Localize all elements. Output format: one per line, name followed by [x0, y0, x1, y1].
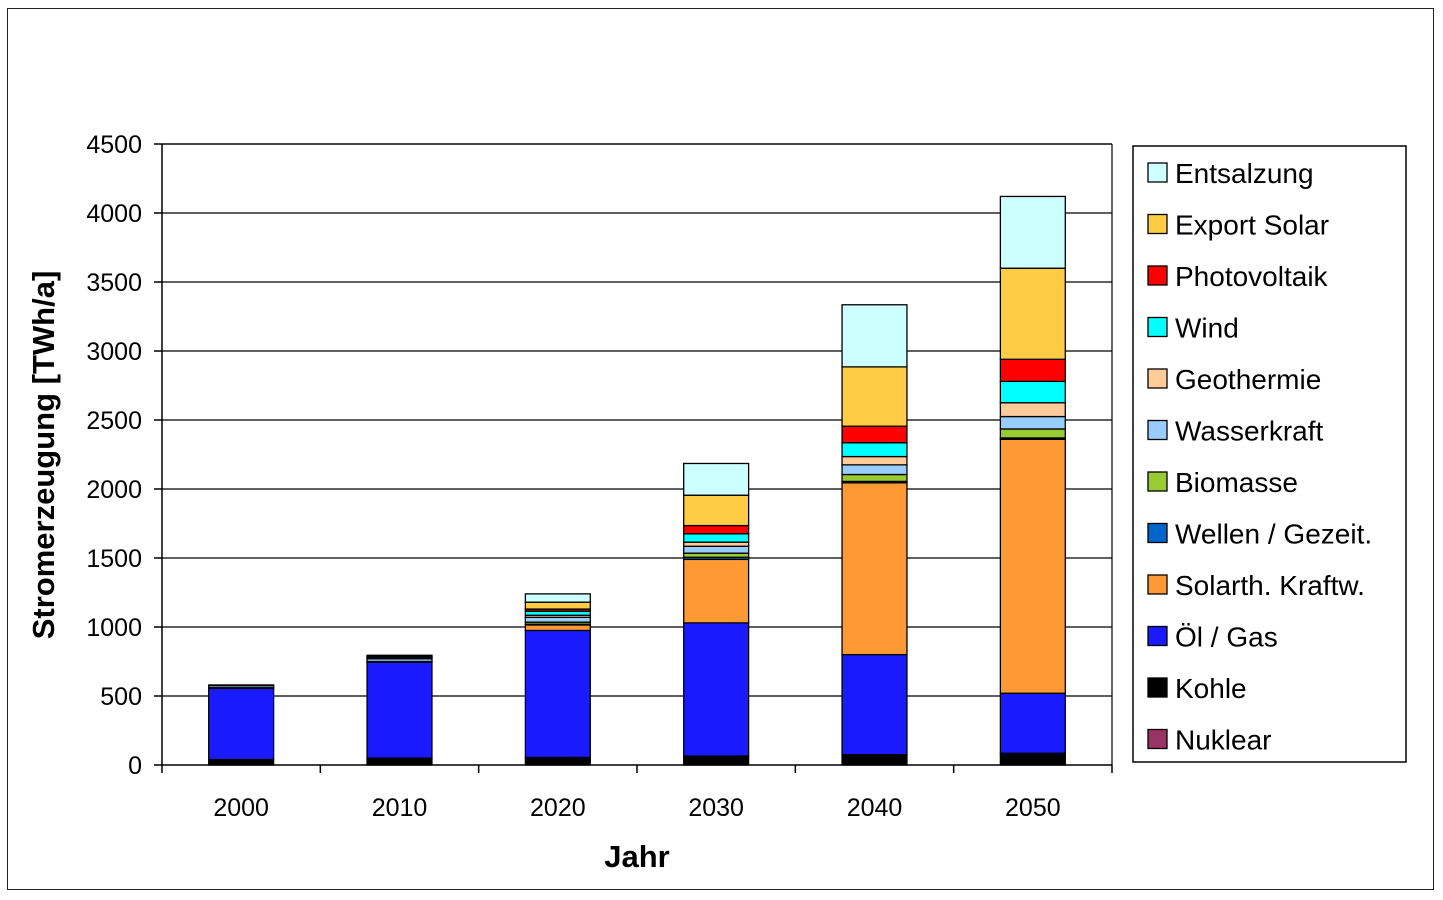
legend-label-2: Öl / Gas	[1175, 622, 1278, 653]
y-tick-label-8: 4000	[86, 200, 142, 228]
x-tick-label-3: 2030	[688, 794, 744, 822]
bar-segment-2000-1	[208, 758, 275, 766]
bar-segment-2030-11	[683, 462, 750, 496]
bar-segment-2040-2	[841, 653, 908, 756]
legend-label-7: Geothermie	[1175, 364, 1321, 395]
legend-swatch-7	[1147, 368, 1168, 389]
bar-segment-2030-8	[683, 533, 750, 543]
legend-swatch-11	[1147, 162, 1168, 183]
bar-segment-2020-11	[524, 593, 591, 603]
y-tick-label-1: 500	[100, 683, 142, 711]
legend-swatch-2	[1147, 625, 1168, 647]
chart-frame	[7, 8, 1434, 890]
bar-segment-2030-2	[683, 622, 750, 757]
legend-swatch-3	[1147, 574, 1168, 595]
legend-label-8: Wind	[1175, 313, 1239, 344]
legend-swatch-6	[1147, 419, 1168, 441]
bar-segment-2020-10	[524, 601, 591, 610]
bar-segment-2020-3	[524, 624, 591, 632]
legend-label-1: Kohle	[1175, 673, 1247, 704]
y-tick-label-2: 1000	[86, 614, 142, 642]
legend-swatch-5	[1147, 471, 1168, 492]
legend-swatch-0	[1147, 728, 1168, 750]
bar-segment-2040-10	[841, 366, 908, 427]
bar-segment-2040-6	[841, 464, 908, 476]
y-tick-label-0: 0	[128, 752, 142, 780]
bar-segment-2030-1	[683, 755, 750, 766]
bar-segment-2050-9	[999, 358, 1066, 383]
legend-swatch-1	[1147, 677, 1168, 698]
bar-segment-2040-11	[841, 304, 908, 368]
x-tick-label-1: 2010	[372, 794, 428, 822]
legend-label-0: Nuklear	[1175, 725, 1271, 756]
x-tick-label-0: 2000	[213, 794, 269, 822]
bar-segment-2010-1	[366, 757, 433, 766]
legend-swatch-9	[1147, 265, 1168, 286]
bar-segment-2000-8	[208, 684, 275, 687]
bar-segment-2050-6	[999, 415, 1066, 430]
bar-segment-2050-5	[999, 428, 1066, 439]
legend-label-6: Wasserkraft	[1175, 416, 1324, 447]
bar-segment-2050-10	[999, 267, 1066, 360]
x-tick-label-2: 2020	[530, 794, 586, 822]
bar-segment-2020-2	[524, 629, 591, 759]
y-tick-label-3: 1500	[86, 545, 142, 573]
bar-segment-2000-2	[208, 687, 275, 761]
legend-box	[1132, 145, 1407, 763]
y-tick-label-4: 2000	[86, 476, 142, 504]
legend-label-11: Entsalzung	[1175, 158, 1314, 189]
legend-label-10: Export Solar	[1175, 210, 1329, 241]
bar-segment-2050-7	[999, 402, 1066, 418]
bar-segment-2010-11	[366, 654, 433, 657]
legend-label-9: Photovoltaik	[1175, 261, 1329, 292]
x-tick-labels: 2000 2010 2020 2030 2040 2050	[213, 794, 1060, 822]
legend-label-5: Biomasse	[1175, 467, 1298, 498]
bar-segment-2050-2	[999, 692, 1066, 754]
bar-segment-2040-8	[841, 442, 908, 458]
bar-segment-2030-3	[683, 558, 750, 624]
bar-segment-2030-6	[683, 545, 750, 554]
bar-segment-2020-6	[524, 616, 591, 623]
legend-swatch-4	[1147, 522, 1168, 544]
legend-label-4: Wellen / Gezeit.	[1175, 519, 1372, 550]
bar-segment-2050-1	[999, 752, 1066, 766]
y-axis-title: Stromerzeugung [TWh/a]	[26, 271, 61, 640]
y-tick-label-6: 3000	[86, 338, 142, 366]
bar-segment-2050-3	[999, 438, 1066, 694]
bar-segment-2020-1	[524, 756, 591, 766]
axes	[154, 143, 1113, 773]
y-tick-label-5: 2500	[86, 407, 142, 435]
legend-swatch-10	[1147, 213, 1168, 235]
bar-segment-2040-3	[841, 482, 908, 656]
bar-segment-2040-1	[841, 754, 908, 766]
bar-segment-2030-9	[683, 524, 750, 535]
bar-segment-2040-9	[841, 425, 908, 444]
bar-segment-2010-2	[366, 661, 433, 759]
bar-segment-2050-11	[999, 195, 1066, 269]
gridlines	[162, 143, 1112, 697]
bars	[208, 195, 1066, 766]
y-tick-label-9: 4500	[86, 131, 142, 159]
bar-segment-2050-8	[999, 380, 1066, 404]
bar-segment-2040-7	[841, 455, 908, 466]
legend: Entsalzung Export Solar Photovoltaik Wind Ge…	[1132, 145, 1407, 763]
bar-segment-2030-10	[683, 494, 750, 527]
x-tick-label-5: 2050	[1005, 794, 1061, 822]
x-tick-label-4: 2040	[847, 794, 903, 822]
y-tick-labels: 0 500 1000 1500 2000 2500 3000 3500 4000 4500	[86, 131, 142, 780]
y-tick-label-7: 3500	[86, 269, 142, 297]
legend-swatch-8	[1147, 316, 1168, 338]
x-axis-title: Jahr	[604, 839, 669, 874]
legend-label-3: Solarth. Kraftw.	[1175, 570, 1365, 601]
bar-segment-2040-5	[841, 473, 908, 483]
